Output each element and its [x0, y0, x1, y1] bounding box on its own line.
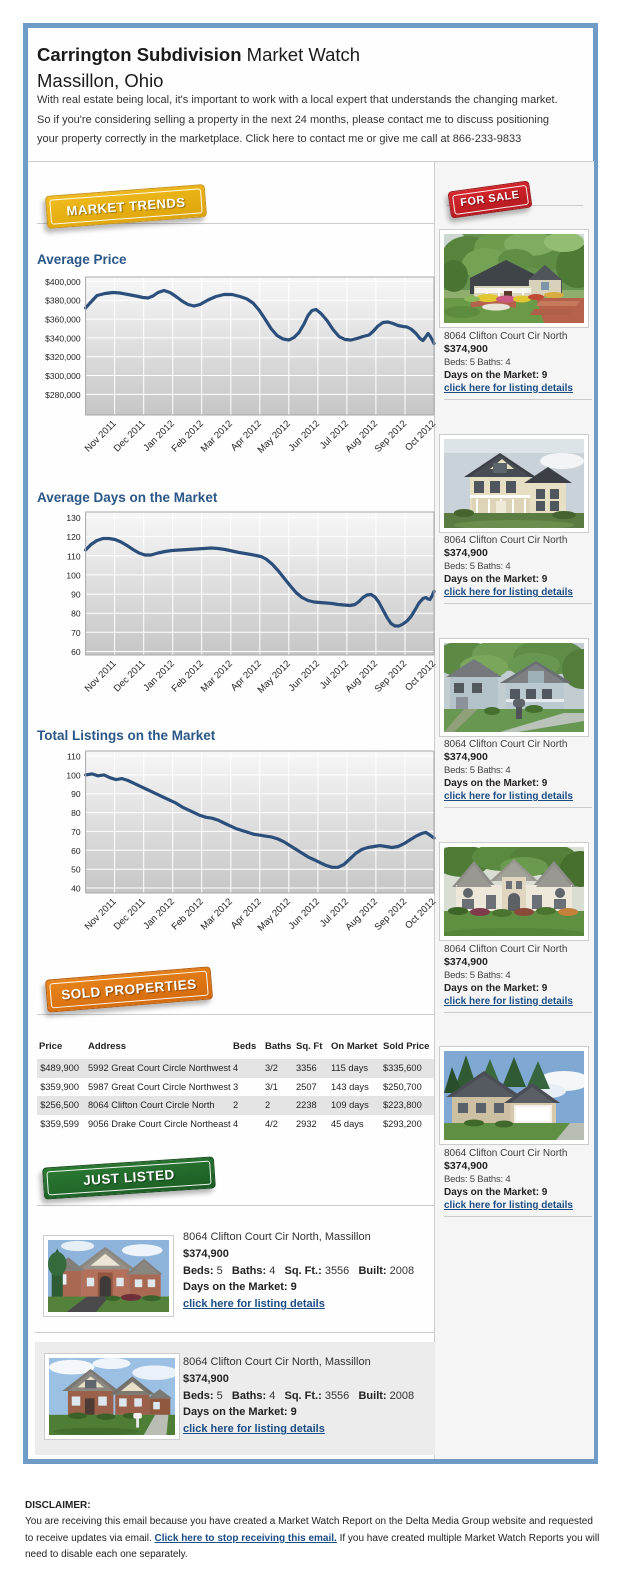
svg-text:$380,000: $380,000 — [45, 296, 81, 306]
svg-text:Mar 2012: Mar 2012 — [199, 896, 235, 932]
svg-text:60: 60 — [71, 647, 81, 657]
svg-text:Sep 2012: Sep 2012 — [373, 418, 410, 455]
svg-text:Sep 2012: Sep 2012 — [373, 658, 410, 695]
svg-text:Jun 2012: Jun 2012 — [287, 896, 322, 931]
svg-text:110: 110 — [67, 551, 81, 561]
svg-text:100: 100 — [66, 770, 80, 780]
svg-text:Dec 2011: Dec 2011 — [112, 896, 148, 932]
svg-text:$320,000: $320,000 — [45, 352, 81, 362]
svg-text:Mar 2012: Mar 2012 — [199, 418, 235, 454]
svg-text:70: 70 — [71, 827, 81, 837]
svg-text:40: 40 — [71, 884, 81, 894]
svg-text:70: 70 — [71, 628, 81, 638]
svg-text:80: 80 — [71, 609, 81, 619]
svg-text:80: 80 — [71, 808, 81, 818]
svg-text:$360,000: $360,000 — [45, 315, 81, 325]
svg-text:100: 100 — [66, 570, 80, 580]
svg-text:$340,000: $340,000 — [45, 333, 81, 343]
svg-text:60: 60 — [71, 846, 81, 856]
svg-text:120: 120 — [66, 532, 80, 542]
svg-text:130: 130 — [66, 513, 80, 523]
svg-text:$280,000: $280,000 — [45, 390, 81, 400]
svg-text:110: 110 — [67, 752, 81, 762]
svg-text:Oct 2012: Oct 2012 — [403, 418, 436, 453]
svg-text:Dec 2011: Dec 2011 — [112, 658, 148, 694]
svg-text:Jun 2012: Jun 2012 — [287, 418, 322, 453]
svg-text:$400,000: $400,000 — [45, 277, 81, 287]
svg-text:90: 90 — [71, 789, 81, 799]
svg-text:Oct 2012: Oct 2012 — [403, 896, 436, 931]
svg-text:Mar 2012: Mar 2012 — [199, 658, 235, 694]
svg-text:90: 90 — [71, 590, 81, 600]
svg-text:$300,000: $300,000 — [45, 371, 81, 381]
svg-text:Oct 2012: Oct 2012 — [403, 658, 436, 693]
svg-text:50: 50 — [71, 865, 81, 875]
svg-text:Jun 2012: Jun 2012 — [287, 658, 322, 693]
svg-text:Dec 2011: Dec 2011 — [112, 418, 148, 454]
svg-text:Sep 2012: Sep 2012 — [373, 896, 410, 933]
